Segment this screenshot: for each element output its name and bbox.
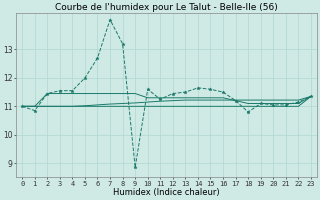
Title: Courbe de l'humidex pour Le Talut - Belle-Ile (56): Courbe de l'humidex pour Le Talut - Bell… (55, 3, 278, 12)
X-axis label: Humidex (Indice chaleur): Humidex (Indice chaleur) (113, 188, 220, 197)
